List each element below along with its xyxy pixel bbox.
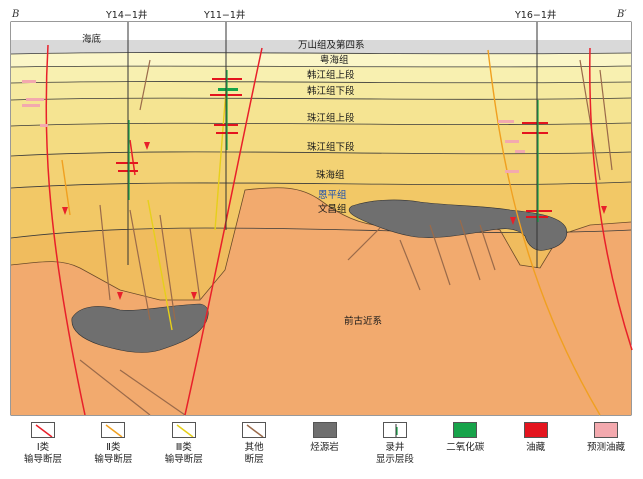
legend-fault-other: 其他 断层 bbox=[223, 422, 285, 477]
layer-zhujiang-upper bbox=[11, 123, 631, 156]
legend-fault-class2: Ⅱ类 输导断层 bbox=[82, 422, 144, 477]
well-label-y16-1: Y16−1井 bbox=[514, 9, 556, 21]
layer-zhujiang-lower bbox=[11, 151, 631, 188]
well-y14-1: Y14−1井 bbox=[105, 9, 147, 265]
other-faults bbox=[79, 59, 613, 416]
co2-pool bbox=[218, 88, 238, 91]
label-wanshan: 万山组及第四系 bbox=[298, 39, 365, 51]
well-y11-1: Y11−1井 bbox=[203, 9, 245, 230]
legend-well-show: 录井 显示层段 bbox=[364, 422, 426, 477]
sea-water bbox=[11, 22, 631, 40]
basement bbox=[11, 187, 631, 415]
section-end-left: B bbox=[11, 9, 19, 20]
legend-oil: 油藏 bbox=[505, 422, 567, 477]
label-yuehai: 粤海组 bbox=[320, 54, 349, 66]
well-y16-1: Y16−1井 bbox=[514, 9, 556, 268]
label-zhuhai: 珠海组 bbox=[316, 169, 345, 181]
legend-fault-class3: Ⅲ类 输导断层 bbox=[153, 422, 215, 477]
layer-hanjiang-lower bbox=[11, 98, 631, 126]
well-label-y11-1: Y11−1井 bbox=[203, 9, 245, 21]
fault-arrows bbox=[62, 142, 607, 300]
class2-faults bbox=[61, 49, 601, 416]
well-label-y14-1: Y14−1井 bbox=[105, 9, 147, 21]
geologic-cross-section: Y14−1井 Y11−1井 Y16−1井 B B′ 海底 万山组及第四系 粤海组… bbox=[10, 9, 633, 416]
seabed-band bbox=[11, 40, 631, 54]
class3-faults bbox=[147, 89, 227, 331]
label-wenchang: 文昌组 bbox=[318, 203, 347, 215]
label-enping: 恩平组 bbox=[318, 189, 347, 201]
layer-yuehai bbox=[11, 66, 631, 83]
legend-source-rock: 烃源岩 bbox=[294, 422, 356, 477]
predicted-oil-pools bbox=[22, 80, 525, 173]
section-end-right: B′ bbox=[616, 9, 627, 20]
legend-co2: 二氧化碳 bbox=[434, 422, 496, 477]
label-hanjiang-lower: 韩江组下段 bbox=[307, 85, 355, 97]
seabed-label: 海底 bbox=[82, 33, 102, 45]
label-zhujiang-upper: 珠江组上段 bbox=[307, 112, 355, 124]
label-pre-paleogene: 前古近系 bbox=[344, 315, 382, 327]
legend-fault-class1: Ⅰ类 输导断层 bbox=[12, 422, 74, 477]
layer-wanshan bbox=[11, 52, 631, 67]
legend: Ⅰ类 输导断层 Ⅱ类 输导断层 Ⅲ类 输导断层 其他 断层 烃源岩 录井 显示层段 二氧化… bbox=[12, 422, 637, 477]
label-zhujiang-lower: 珠江组下段 bbox=[307, 141, 355, 153]
label-hanjiang-upper: 韩江组上段 bbox=[307, 69, 355, 81]
legend-predicted-oil: 预测油藏 bbox=[575, 422, 637, 477]
layer-hanjiang-upper bbox=[11, 81, 631, 100]
